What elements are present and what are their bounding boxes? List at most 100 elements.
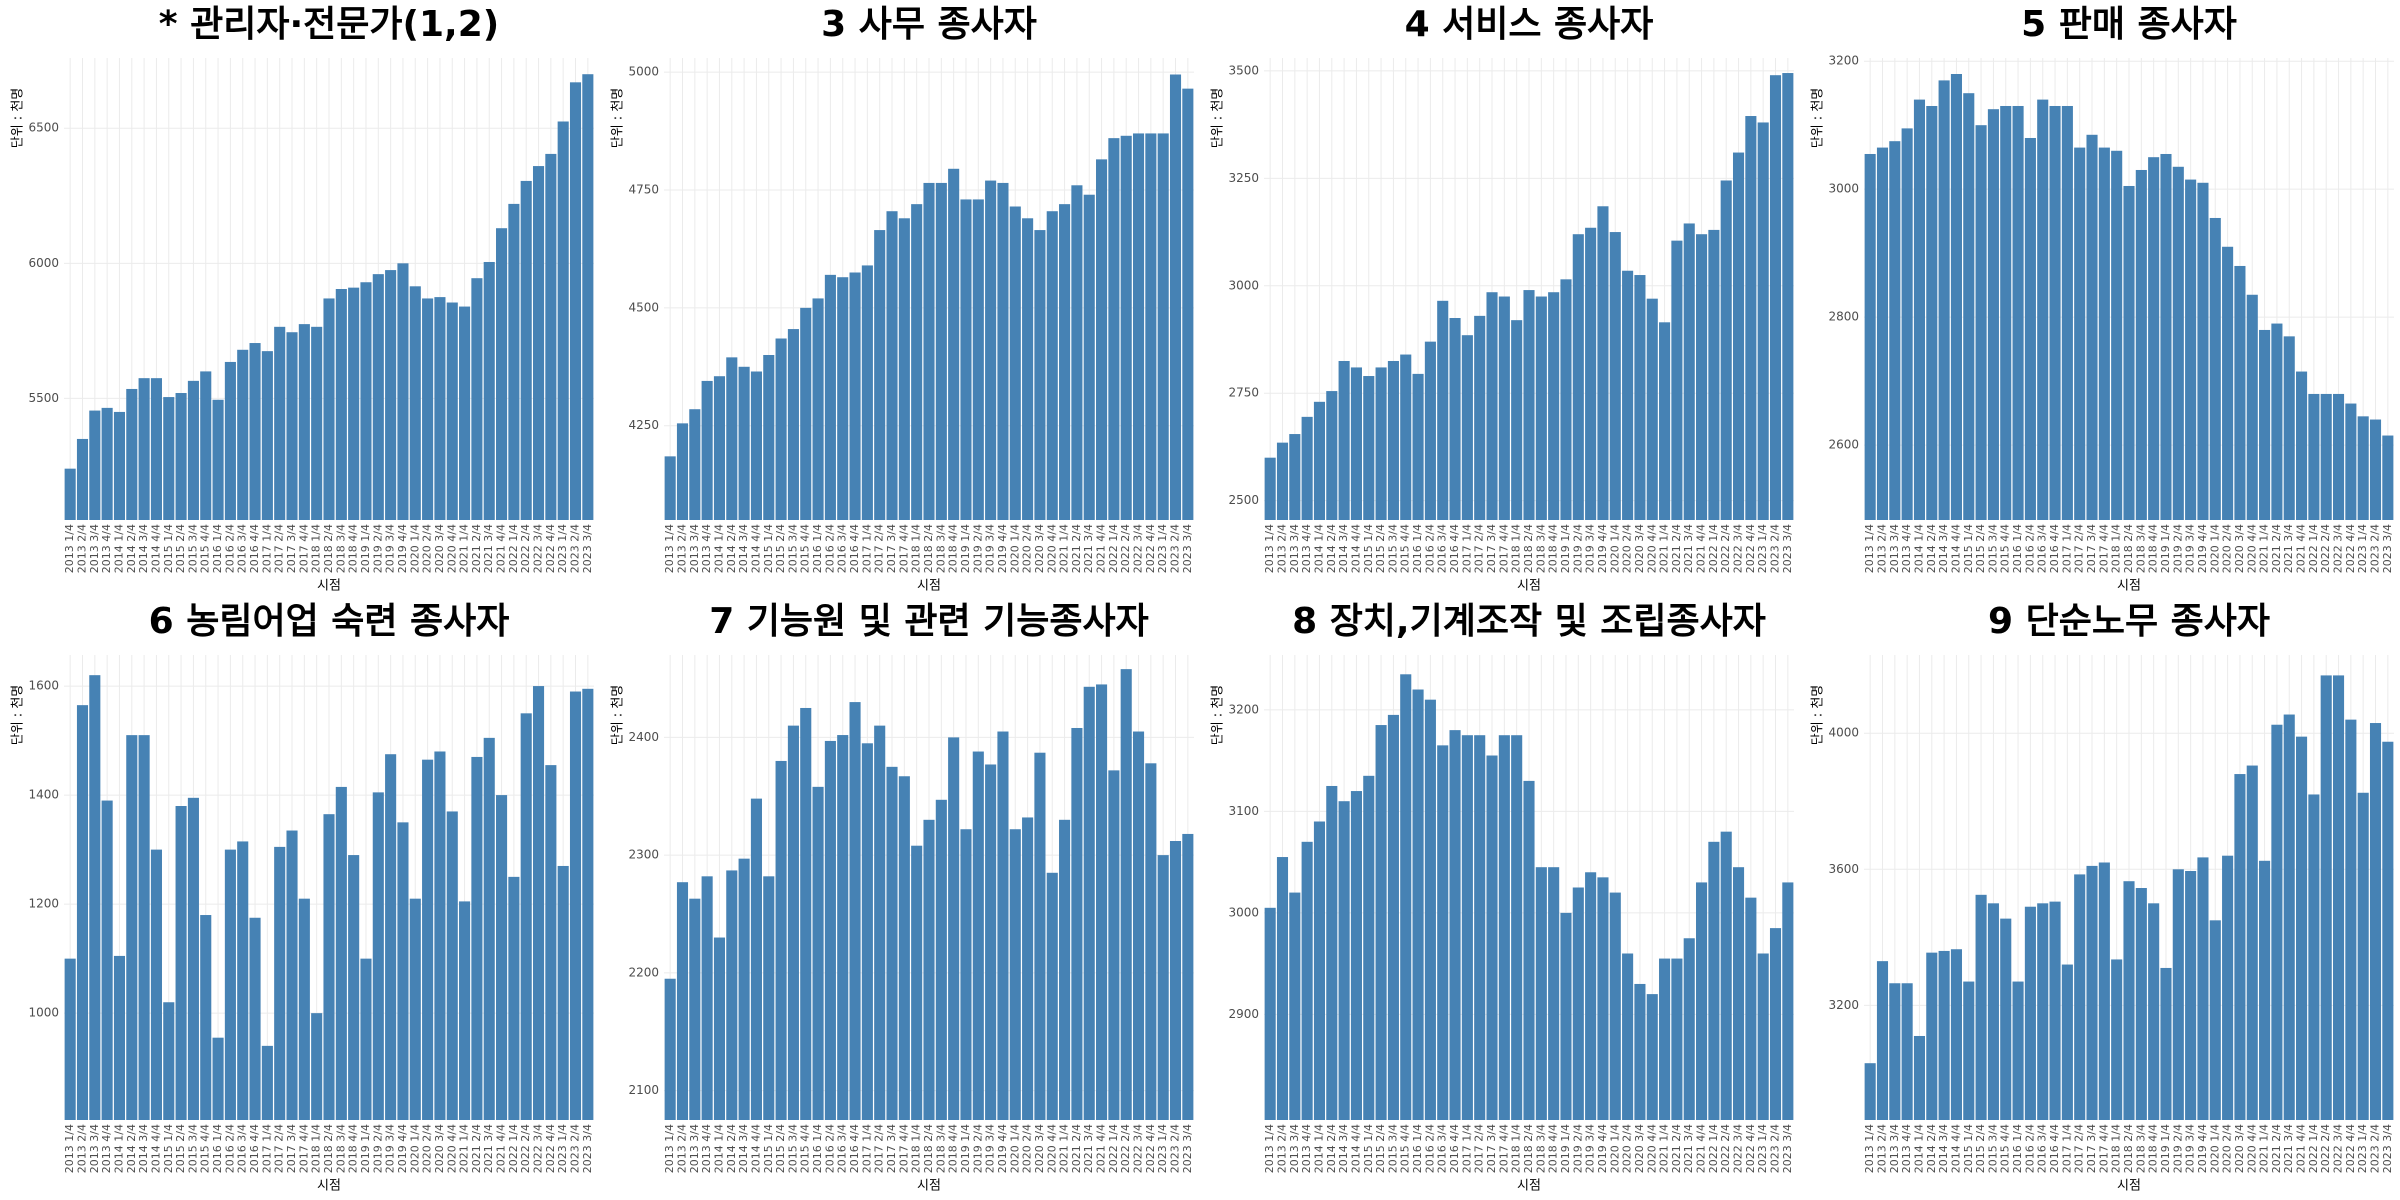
x-tick-label: 2021 3/4	[482, 524, 495, 573]
bar	[557, 865, 569, 1120]
x-tick-label: 2013 3/4	[88, 524, 101, 573]
x-tick-label: 2022 2/4	[2319, 524, 2332, 573]
bar	[1400, 674, 1412, 1120]
x-tick-label: 2019 4/4	[1596, 1124, 1609, 1173]
x-tick-label: 2020 2/4	[1621, 1124, 1634, 1173]
bar	[1120, 669, 1132, 1120]
bar	[750, 798, 762, 1120]
bar	[1864, 1063, 1876, 1120]
bar	[1683, 938, 1695, 1120]
x-tick-label: 2021 1/4	[458, 524, 471, 573]
x-tick-label: 2017 2/4	[2073, 524, 2086, 573]
bar	[1412, 373, 1424, 520]
x-tick-label: 2016 4/4	[848, 524, 861, 573]
x-tick-label: 2016 1/4	[1411, 524, 1424, 573]
x-tick-label: 2016 2/4	[823, 1124, 836, 1173]
bar	[237, 349, 249, 520]
x-tick-label: 2016 3/4	[2036, 524, 2049, 573]
bar	[763, 355, 775, 520]
bar	[2000, 105, 2012, 520]
bar	[787, 725, 799, 1120]
bar	[726, 357, 738, 520]
bar	[2259, 329, 2271, 520]
x-tick-label: 2015 2/4	[774, 524, 787, 573]
bar	[101, 407, 113, 520]
bar	[1683, 223, 1695, 521]
x-tick-label: 2018 2/4	[2122, 524, 2135, 573]
x-tick-label: 2021 4/4	[1695, 1124, 1708, 1173]
x-tick-label: 2016 4/4	[1448, 524, 1461, 573]
x-tick-label: 2018 3/4	[2134, 524, 2147, 573]
x-tick-label: 2013 1/4	[663, 524, 676, 573]
bar	[1572, 234, 1584, 520]
x-tick-label: 2014 1/4	[1312, 524, 1325, 573]
x-tick-label: 2021 1/4	[1658, 524, 1671, 573]
x-tick-label: 2014 3/4	[137, 1124, 150, 1173]
x-tick-label: 2022 4/4	[544, 1124, 557, 1173]
bar	[1963, 981, 1975, 1120]
x-tick-label: 2017 1/4	[260, 1124, 273, 1173]
x-tick-label: 2016 2/4	[2023, 524, 2036, 573]
x-tick-label: 2023 3/4	[1781, 524, 1794, 573]
bar	[787, 329, 799, 520]
x-tick-label: 2014 2/4	[125, 1124, 138, 1173]
x-tick-label: 2023 3/4	[1781, 1124, 1794, 1173]
x-tick-label: 2019 2/4	[2171, 524, 2184, 573]
x-tick-label: 2016 2/4	[223, 524, 236, 573]
bar	[800, 707, 812, 1120]
x-tick-label: 2013 3/4	[1288, 524, 1301, 573]
x-tick-label: 2014 3/4	[737, 1124, 750, 1173]
bar	[113, 411, 126, 520]
bar	[532, 166, 545, 520]
x-tick-label: 2023 2/4	[569, 524, 582, 573]
bar	[348, 855, 360, 1120]
bar	[212, 399, 224, 520]
bar	[126, 735, 138, 1120]
bar	[1987, 109, 1999, 521]
x-tick-label: 2019 4/4	[396, 524, 409, 573]
bar	[1720, 180, 1732, 521]
x-tick-label: 2023 1/4	[556, 524, 569, 573]
bar	[1474, 735, 1486, 1120]
x-tick-label: 2014 4/4	[149, 524, 162, 573]
x-tick-label: 2017 2/4	[1473, 524, 1486, 573]
x-tick-label: 2022 4/4	[1144, 1124, 1157, 1173]
bar	[1560, 912, 1572, 1120]
x-tick-label: 2019 4/4	[996, 524, 1009, 573]
bar	[923, 819, 935, 1120]
x-tick-label: 2014 2/4	[125, 524, 138, 573]
bar	[1120, 135, 1132, 521]
bar	[701, 380, 713, 520]
x-tick-label: 2023 1/4	[556, 1124, 569, 1173]
x-tick-label: 2014 3/4	[1337, 524, 1350, 573]
x-tick-label: 2018 4/4	[1547, 1124, 1560, 1173]
x-tick-label: 2016 4/4	[1448, 1124, 1461, 1173]
bar	[372, 274, 384, 520]
x-tick-label: 2014 4/4	[749, 1124, 762, 1173]
x-tick-label: 2018 1/4	[910, 524, 923, 573]
y-tick-label: 6000	[28, 256, 59, 270]
bar	[1009, 206, 1021, 520]
x-tick-label: 2014 3/4	[1937, 524, 1950, 573]
x-tick-label: 2020 4/4	[1045, 524, 1058, 573]
bar	[1646, 298, 1658, 520]
bar	[2296, 371, 2308, 520]
bar	[2148, 903, 2160, 1120]
bar	[2345, 719, 2357, 1120]
bar	[1182, 88, 1194, 521]
bar	[1926, 952, 1938, 1120]
bar	[1757, 122, 1769, 520]
x-tick-label: 2022 3/4	[1132, 524, 1145, 573]
x-tick-label: 2016 4/4	[2048, 1124, 2061, 1173]
x-tick-label: 2016 4/4	[248, 1124, 261, 1173]
bar	[874, 230, 886, 521]
bar	[2012, 105, 2024, 520]
chart-title: 7 기능원 및 관련 기능종사자	[709, 601, 1149, 642]
x-tick-label: 2021 1/4	[2258, 1124, 2271, 1173]
y-tick-label: 4500	[628, 300, 659, 314]
bar	[689, 898, 701, 1120]
bar	[360, 282, 372, 520]
x-tick-label: 2016 3/4	[1436, 524, 1449, 573]
y-axis-label: 단위 : 천명	[11, 88, 26, 149]
